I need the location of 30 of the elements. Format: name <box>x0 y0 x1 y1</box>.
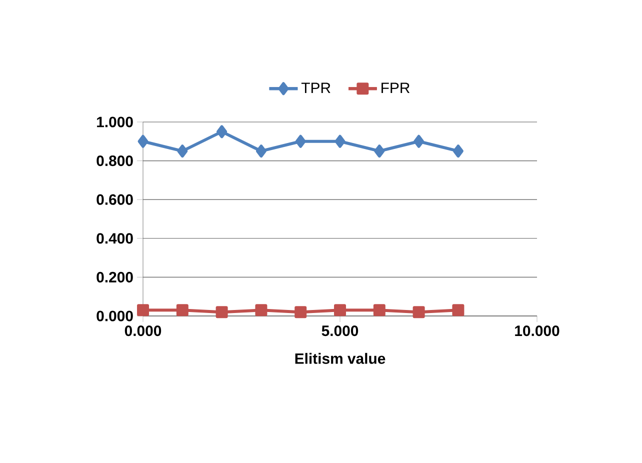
point <box>334 304 346 316</box>
point <box>295 134 306 148</box>
y-tick-label: 0.200 <box>96 272 133 282</box>
y-tick-label: 0.000 <box>96 310 133 322</box>
point <box>177 144 188 158</box>
point <box>137 304 149 316</box>
x-axis-title: Elitism value <box>295 352 386 364</box>
x-tick-label: 10.000 <box>515 326 560 336</box>
point <box>256 144 266 158</box>
x-tick-label: 5.000 <box>322 326 358 336</box>
point <box>334 134 346 148</box>
point <box>452 304 464 316</box>
x-tick-label: 0.000 <box>124 326 162 336</box>
point <box>216 125 228 138</box>
point <box>216 306 228 318</box>
point <box>294 306 307 318</box>
point <box>138 134 148 148</box>
point <box>414 134 424 148</box>
y-tick-label: 0.600 <box>96 194 133 205</box>
y-tick-label: 1.000 <box>97 116 133 128</box>
point <box>412 306 425 318</box>
legend-label: FPR <box>382 82 410 94</box>
point <box>374 144 385 158</box>
point <box>373 304 386 316</box>
legend-label: TPR <box>301 82 330 94</box>
point <box>452 144 464 158</box>
point <box>255 304 268 316</box>
point <box>176 304 188 316</box>
y-tick-label: 0.800 <box>96 155 133 166</box>
y-tick-label: 0.400 <box>96 233 133 244</box>
